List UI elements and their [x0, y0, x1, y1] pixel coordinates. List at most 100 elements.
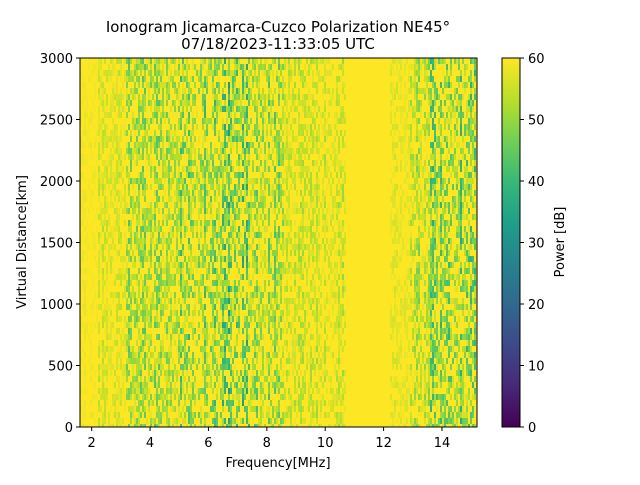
heatmap-cell: [254, 100, 256, 106]
heatmap-cell: [90, 196, 92, 202]
heatmap-cell: [232, 190, 234, 196]
heatmap-cell: [128, 346, 130, 352]
heatmap-cell: [314, 190, 316, 196]
heatmap-cell: [168, 130, 170, 136]
heatmap-cell: [302, 418, 304, 424]
heatmap-cell: [216, 298, 218, 304]
heatmap-cell: [188, 322, 190, 328]
heatmap-cell: [200, 160, 202, 166]
heatmap-cell: [164, 268, 166, 274]
heatmap-cell: [128, 172, 130, 178]
heatmap-cell: [234, 214, 236, 220]
heatmap-cell: [100, 262, 102, 268]
heatmap-cell: [316, 412, 318, 418]
heatmap-cell: [252, 190, 254, 196]
heatmap-cell: [132, 292, 134, 298]
heatmap-cell: [238, 154, 240, 160]
heatmap-cell: [296, 370, 298, 376]
heatmap-cell: [116, 226, 118, 232]
heatmap-cell: [224, 322, 226, 328]
heatmap-cell: [246, 418, 248, 424]
heatmap-cell: [188, 394, 190, 400]
heatmap-cell: [100, 154, 102, 160]
heatmap-cell: [282, 232, 284, 238]
heatmap-cell: [136, 340, 138, 346]
heatmap-cell: [222, 142, 224, 148]
heatmap-cell: [84, 238, 86, 244]
heatmap-cell: [166, 172, 168, 178]
heatmap-cell: [110, 292, 112, 298]
heatmap-cell: [338, 118, 340, 124]
heatmap-cell: [106, 340, 108, 346]
heatmap-cell: [152, 418, 154, 424]
heatmap-cell: [314, 106, 316, 112]
heatmap-cell: [262, 208, 264, 214]
heatmap-cell: [142, 328, 144, 334]
heatmap-cell: [342, 376, 344, 382]
heatmap-cell: [214, 316, 216, 322]
heatmap-cell: [228, 418, 230, 424]
heatmap-cell: [168, 286, 170, 292]
heatmap-cell: [294, 328, 296, 334]
heatmap-cell: [188, 202, 190, 208]
heatmap-cell: [254, 178, 256, 184]
heatmap-cell: [146, 352, 148, 358]
heatmap-cell: [196, 262, 198, 268]
heatmap-cell: [108, 214, 110, 220]
heatmap-cell: [280, 136, 282, 142]
heatmap-cell: [138, 112, 140, 118]
heatmap-cell: [202, 166, 204, 172]
heatmap-cell: [208, 352, 210, 358]
heatmap-cell: [330, 190, 332, 196]
heatmap-cell: [204, 376, 206, 382]
heatmap-cell: [122, 178, 124, 184]
heatmap-cell: [308, 100, 310, 106]
heatmap-cell: [274, 298, 276, 304]
heatmap-cell: [248, 244, 250, 250]
heatmap-cell: [272, 100, 274, 106]
heatmap-cell: [294, 364, 296, 370]
heatmap-cell: [118, 274, 120, 280]
heatmap-cell: [204, 178, 206, 184]
heatmap-cell: [204, 166, 206, 172]
heatmap-cell: [294, 400, 296, 406]
heatmap-cell: [134, 232, 136, 238]
heatmap-cell: [172, 334, 174, 340]
heatmap-cell: [236, 106, 238, 112]
heatmap-cell: [188, 166, 190, 172]
heatmap-cell: [84, 334, 86, 340]
heatmap-cell: [206, 136, 208, 142]
heatmap-cell: [336, 58, 338, 64]
heatmap-cell: [228, 112, 230, 118]
heatmap-cell: [110, 112, 112, 118]
heatmap-cell: [88, 286, 90, 292]
heatmap-cell: [166, 262, 168, 268]
heatmap-cell: [80, 406, 82, 412]
heatmap-cell: [210, 184, 212, 190]
heatmap-cell: [162, 352, 164, 358]
heatmap-cell: [226, 280, 228, 286]
heatmap-cell: [112, 136, 114, 142]
heatmap-cell: [130, 412, 132, 418]
heatmap-cell: [330, 244, 332, 250]
heatmap-cell: [192, 232, 194, 238]
heatmap-cell: [206, 190, 208, 196]
heatmap-cell: [344, 76, 346, 82]
heatmap-cell: [84, 364, 86, 370]
heatmap-cell: [140, 346, 142, 352]
heatmap-cell: [308, 214, 310, 220]
heatmap-cell: [300, 190, 302, 196]
heatmap-cell: [164, 160, 166, 166]
heatmap-cell: [230, 58, 232, 64]
heatmap-cell: [336, 208, 338, 214]
heatmap-cell: [120, 112, 122, 118]
heatmap-cell: [138, 364, 140, 370]
heatmap-cell: [202, 196, 204, 202]
heatmap-cell: [262, 256, 264, 262]
heatmap-cell: [334, 328, 336, 334]
heatmap-cell: [298, 160, 300, 166]
heatmap-cell: [334, 298, 336, 304]
heatmap-cell: [318, 58, 320, 64]
heatmap-cell: [266, 94, 268, 100]
heatmap-cell: [182, 322, 184, 328]
